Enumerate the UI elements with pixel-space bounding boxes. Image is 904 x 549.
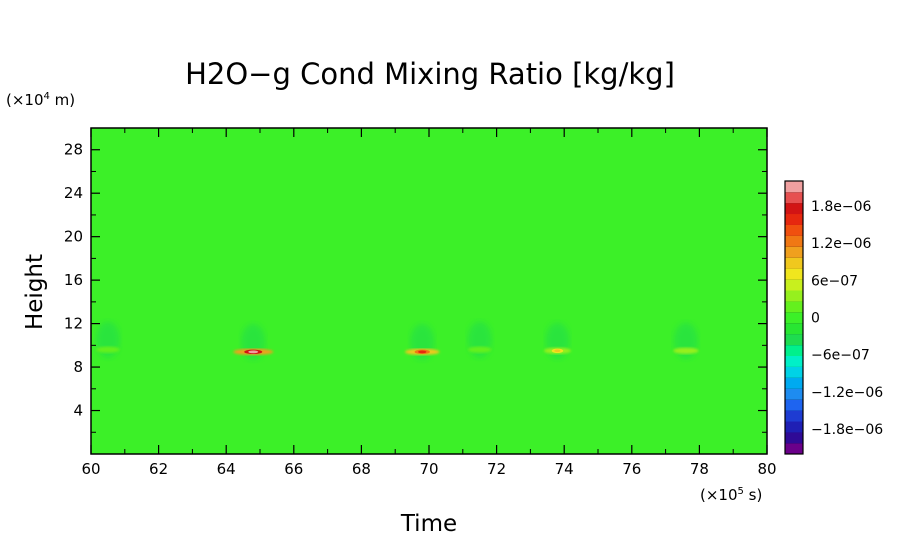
colorbar-swatch [785,410,803,422]
colorbar-label: 0 [811,311,820,327]
colorbar-swatch [785,246,803,258]
colorbar-swatch [785,312,803,324]
y-axis-label: Height [22,254,48,330]
y-tick-label: 16 [64,271,83,289]
x-tick-label: 70 [419,460,438,478]
y-tick-label: 4 [73,402,83,420]
colorbar-swatch [785,344,803,357]
colorbar-label: −1.8e−06 [811,422,883,438]
colorbar-label: −6e−07 [811,348,870,364]
colorbar-swatch [785,181,803,193]
field-background [91,128,767,454]
chart-title: H2O−g Cond Mixing Ratio [kg/kg] [185,57,675,91]
y-axis: 4 8 12 16 20 24 28 [64,141,767,433]
colorbar-swatch [785,301,803,313]
colorbar-swatch [785,224,803,236]
x-tick-label: 80 [757,460,776,478]
feature-band [467,346,492,353]
feature-core [248,350,259,354]
x-tick-label: 66 [284,460,303,478]
colorbar-swatch [785,235,803,247]
colorbar-swatch [785,421,803,433]
feature-blob [467,321,492,358]
feature-band [673,347,699,354]
x-tick-label: 78 [690,460,709,478]
x-tick-label: 64 [217,460,236,478]
x-axis: 60 62 64 66 68 70 72 74 76 78 80 [81,128,777,478]
y-tick-label: 28 [64,141,83,159]
feature-band [96,346,120,353]
feature-blob [95,321,120,358]
colorbar-frame [784,180,804,455]
colorbar-swatch [785,191,803,204]
colorbar-label: 1.8e−06 [811,199,872,215]
colorbar: 1.8e−06 1.2e−06 6e−07 0 −6e−07 −1.2e−06 −1.8e−… [784,180,883,455]
colorbar-swatch [785,443,803,455]
colorbar-swatch [785,268,803,280]
y-tick-label: 20 [64,228,83,246]
x-tick-label: 72 [487,460,506,478]
feature-core [554,349,561,353]
colorbar-swatch [785,290,803,302]
heatmap-features [95,321,699,360]
colorbar-swatch [785,377,803,389]
colorbar-swatch [785,213,803,225]
colorbar-swatch [785,355,803,367]
colorbar-swatch [785,333,803,346]
colorbar-swatch [785,279,803,291]
feature-blob [404,323,440,360]
x-axis-unit: (×105 s) [700,486,762,504]
x-tick-label: 62 [149,460,168,478]
colorbar-swatch [785,432,803,444]
colorbar-swatch [785,388,803,400]
x-tick-label: 60 [81,460,100,478]
feature-blob [543,322,572,359]
colorbar-label: 6e−07 [811,273,858,289]
colorbar-swatch [785,202,803,215]
x-axis-label: Time [400,511,457,537]
x-tick-label: 76 [622,460,641,478]
feature-blob [673,322,699,359]
feature-core [418,350,427,354]
y-tick-label: 8 [73,358,83,376]
colorbar-label: −1.2e−06 [811,385,883,401]
colorbar-swatch [785,322,803,335]
x-tick-label: 74 [555,460,574,478]
y-axis-unit: (×104 m) [6,91,75,109]
colorbar-swatch [785,366,803,378]
y-tick-label: 12 [64,315,83,333]
heatmap-field [91,128,767,454]
colorbar-label: 1.2e−06 [811,236,872,252]
x-tick-label: 68 [352,460,371,478]
colorbar-swatch [785,399,803,411]
y-tick-label: 24 [64,184,83,202]
colorbar-swatch [785,257,803,269]
feature-blob [233,323,274,360]
